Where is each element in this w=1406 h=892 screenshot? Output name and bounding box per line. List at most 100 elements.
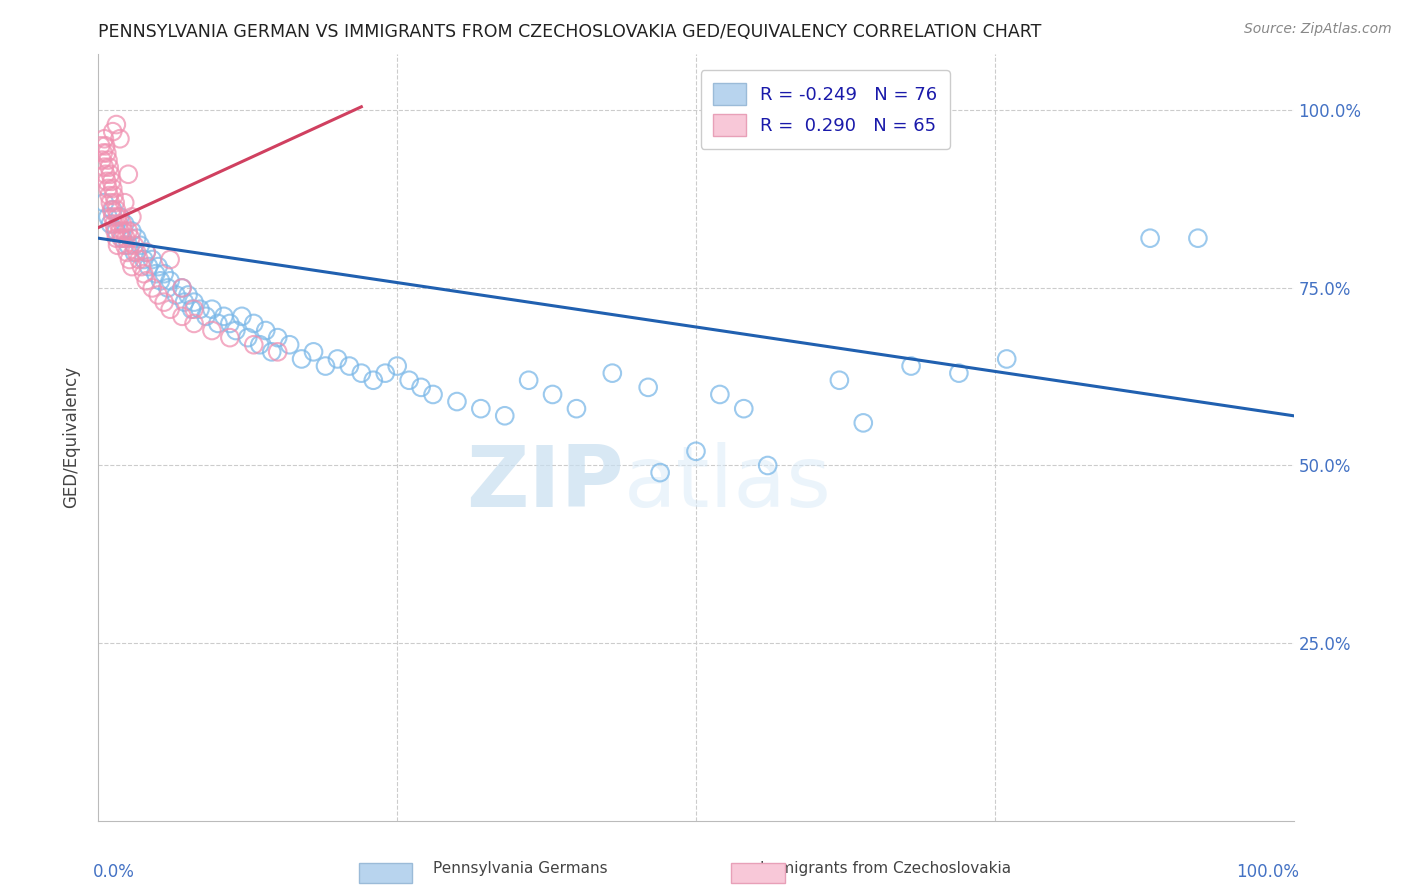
Point xyxy=(326,351,349,366)
Point xyxy=(104,195,127,210)
Point xyxy=(398,373,420,387)
Point xyxy=(177,288,200,302)
Point xyxy=(101,181,124,195)
Point xyxy=(173,295,195,310)
Point xyxy=(141,252,163,267)
Point xyxy=(115,245,138,260)
Point xyxy=(236,331,259,345)
Point xyxy=(107,217,129,231)
Point xyxy=(260,344,283,359)
Point xyxy=(132,252,155,267)
Point xyxy=(121,224,143,238)
Point xyxy=(207,317,229,331)
Point xyxy=(685,444,707,458)
Legend: R = -0.249   N = 76, R =  0.290   N = 65: R = -0.249 N = 76, R = 0.290 N = 65 xyxy=(700,70,950,149)
Point xyxy=(852,416,875,430)
Point xyxy=(243,317,266,331)
Point xyxy=(212,310,235,324)
Point xyxy=(602,366,624,380)
Point xyxy=(219,317,242,331)
Point xyxy=(172,281,194,295)
Point xyxy=(108,132,131,146)
Point xyxy=(446,394,468,409)
Point xyxy=(94,139,117,153)
Point xyxy=(565,401,588,416)
Point xyxy=(145,267,167,281)
Point xyxy=(470,401,492,416)
Point xyxy=(243,337,266,351)
Point xyxy=(291,351,314,366)
Point xyxy=(648,466,672,480)
Point xyxy=(111,231,134,245)
Point xyxy=(733,401,755,416)
Point xyxy=(96,145,118,160)
Point xyxy=(128,252,150,267)
Point xyxy=(267,331,290,345)
Text: Immigrants from Czechoslovakia: Immigrants from Czechoslovakia xyxy=(761,861,1011,876)
Point xyxy=(131,260,153,274)
Point xyxy=(120,231,142,245)
Point xyxy=(135,274,157,288)
Point xyxy=(115,231,138,245)
Point xyxy=(114,238,136,252)
Point xyxy=(374,366,396,380)
Point xyxy=(105,118,128,132)
Point xyxy=(93,160,115,174)
Point xyxy=(103,217,125,231)
Point xyxy=(135,245,157,260)
Text: 0.0%: 0.0% xyxy=(93,863,135,880)
Point xyxy=(153,267,176,281)
Point xyxy=(709,387,731,401)
Point xyxy=(138,260,160,274)
Point xyxy=(93,132,115,146)
Point xyxy=(180,302,202,317)
Point xyxy=(195,310,218,324)
Point xyxy=(637,380,659,394)
Point xyxy=(159,302,181,317)
Point xyxy=(101,210,124,224)
Point xyxy=(117,238,139,252)
Point xyxy=(183,302,205,317)
Point xyxy=(201,302,224,317)
Point xyxy=(100,202,122,217)
Text: Pennsylvania Germans: Pennsylvania Germans xyxy=(433,861,607,876)
Point xyxy=(97,181,120,195)
Point xyxy=(114,217,136,231)
Point xyxy=(98,167,122,181)
Point xyxy=(101,125,124,139)
Point xyxy=(541,387,564,401)
Point xyxy=(159,252,181,267)
Point xyxy=(302,344,325,359)
Point xyxy=(278,337,301,351)
Point xyxy=(153,295,176,310)
Point xyxy=(107,238,129,252)
Point xyxy=(159,274,181,288)
Point xyxy=(156,281,179,295)
Point xyxy=(148,288,170,302)
Point xyxy=(108,210,131,224)
Point xyxy=(188,302,211,317)
Point xyxy=(149,274,172,288)
Point xyxy=(98,217,122,231)
Point xyxy=(104,224,127,238)
Text: 100.0%: 100.0% xyxy=(1236,863,1299,880)
Point xyxy=(94,167,117,181)
Point xyxy=(97,153,120,167)
Point xyxy=(494,409,516,423)
Point xyxy=(1139,231,1161,245)
Point xyxy=(135,245,157,260)
Point xyxy=(98,195,122,210)
Text: atlas: atlas xyxy=(624,442,832,524)
Point xyxy=(165,288,187,302)
Point xyxy=(121,210,143,224)
Point xyxy=(90,139,112,153)
Point xyxy=(110,231,132,245)
Point xyxy=(112,224,135,238)
Point xyxy=(111,217,134,231)
Point xyxy=(254,324,277,338)
Point xyxy=(363,373,385,387)
Point xyxy=(948,366,970,380)
Point xyxy=(172,310,194,324)
Point xyxy=(350,366,373,380)
Point xyxy=(172,281,194,295)
